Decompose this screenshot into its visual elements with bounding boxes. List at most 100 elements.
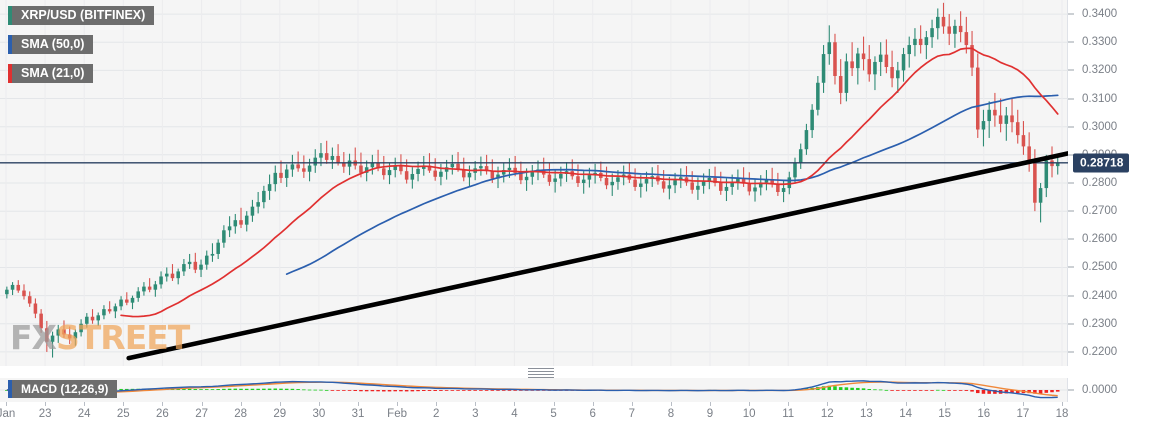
price-axis-label: 0.3200 <box>1082 64 1118 77</box>
legend-macd[interactable]: MACD (12,26,9) <box>8 380 118 398</box>
date-axis-tick <box>670 402 672 406</box>
date-axis-label: 9 <box>706 408 714 420</box>
price-axis-label: 0.2500 <box>1082 261 1118 274</box>
fxstreet-watermark: FXSTREET <box>10 318 190 357</box>
date-axis-tick <box>1062 402 1063 406</box>
macd-axis-label: 0.0000 <box>1082 384 1118 396</box>
date-axis-tick <box>436 402 438 406</box>
price-axis-tick <box>1068 126 1074 128</box>
price-axis-tick <box>1068 98 1074 100</box>
date-axis-tick <box>827 402 829 406</box>
price-chart-pane[interactable] <box>0 0 1068 366</box>
date-axis-tick <box>475 402 477 406</box>
legend-symbol-swatch <box>8 6 12 25</box>
current-price-badge[interactable]: 0.28718 <box>1073 153 1130 173</box>
price-axis-label: 0.2300 <box>1082 317 1118 330</box>
pane-separator <box>0 366 1068 378</box>
date-axis-tick <box>905 402 907 406</box>
date-axis-label: 8 <box>667 408 675 420</box>
date-axis-label: Jan <box>0 408 16 420</box>
date-axis-label: 3 <box>472 408 479 420</box>
legend-sma50-swatch <box>8 35 12 54</box>
date-axis[interactable]: Jan232425262728293031Feb2345678910111213… <box>0 402 1153 430</box>
date-axis-tick <box>983 402 985 406</box>
date-axis-label: 12 <box>820 408 834 420</box>
price-axis-tick <box>1068 13 1074 15</box>
date-axis-label: 24 <box>77 408 91 420</box>
date-axis-label: 30 <box>312 408 326 420</box>
price-axis-tick <box>1068 266 1074 268</box>
date-axis-label: 31 <box>351 408 365 420</box>
price-axis-label: 0.2600 <box>1082 233 1118 246</box>
legend-sma21[interactable]: SMA (21,0) <box>8 64 94 83</box>
date-axis-label: 26 <box>155 408 169 420</box>
watermark-street: STREET <box>56 318 190 357</box>
date-axis-label: 6 <box>589 408 596 420</box>
price-axis-label: 0.3300 <box>1082 36 1118 49</box>
price-axis-tick <box>1068 182 1074 184</box>
date-axis-tick <box>45 402 47 406</box>
price-axis-label: 0.3000 <box>1082 120 1118 133</box>
legend-macd-label: MACD (12,26,9) <box>12 380 118 398</box>
date-axis-label: 14 <box>899 408 912 420</box>
date-axis-tick <box>749 402 751 406</box>
price-axis-tick <box>1068 238 1074 240</box>
pane-resize-handle[interactable] <box>528 368 554 378</box>
date-axis-tick <box>1022 402 1024 406</box>
legend-symbol-label: XRP/USD (BITFINEX) <box>12 6 155 25</box>
date-axis-tick <box>866 402 868 406</box>
date-axis-label: 2 <box>432 408 440 420</box>
date-axis-tick <box>397 402 399 406</box>
date-axis-label: 15 <box>938 408 952 420</box>
date-axis-tick <box>318 402 320 406</box>
date-axis-tick <box>279 402 281 406</box>
date-axis-tick <box>514 402 516 406</box>
legend-symbol[interactable]: XRP/USD (BITFINEX) <box>8 6 155 25</box>
price-axis-label: 0.2700 <box>1082 205 1118 218</box>
date-axis-tick <box>123 402 125 406</box>
date-axis-label: 16 <box>977 408 991 420</box>
legend-sma21-label: SMA (21,0) <box>12 64 94 83</box>
price-axis-tick <box>1068 295 1074 297</box>
date-axis-label: 17 <box>1016 408 1030 420</box>
date-axis-label: 25 <box>116 408 130 420</box>
legend-sma21-swatch <box>8 64 12 83</box>
macd-axis[interactable]: 0.0000 <box>1068 378 1153 402</box>
date-axis-label: 10 <box>742 408 756 420</box>
date-axis-label: 4 <box>511 408 518 420</box>
date-axis-tick <box>944 402 946 406</box>
price-axis-label: 0.2800 <box>1082 177 1118 189</box>
date-axis-label: 23 <box>38 408 52 420</box>
price-axis-label: 0.3100 <box>1082 92 1118 105</box>
date-axis-label: 29 <box>273 408 287 420</box>
price-axis[interactable]: 0.34000.33000.32000.31000.30000.29000.28… <box>1068 0 1153 366</box>
date-axis-label: Feb <box>387 408 408 420</box>
date-axis-label: 18 <box>1055 408 1069 420</box>
legend-sma50[interactable]: SMA (50,0) <box>8 35 94 54</box>
date-axis-tick <box>201 402 203 406</box>
date-axis-tick <box>84 402 86 406</box>
date-axis-label: 7 <box>628 408 635 420</box>
price-axis-label: 0.2400 <box>1082 289 1118 302</box>
price-axis-tick <box>1068 41 1074 43</box>
legend-macd-swatch <box>8 380 12 398</box>
price-plot <box>0 2 1068 361</box>
date-axis-tick <box>162 402 164 406</box>
price-axis-tick <box>1068 323 1074 325</box>
date-axis-tick <box>592 402 594 406</box>
date-axis-label: 5 <box>550 408 557 420</box>
macd-axis-tick <box>1068 389 1074 391</box>
legend-sma50-label: SMA (50,0) <box>12 35 94 54</box>
price-axis-tick <box>1068 154 1074 156</box>
price-axis-tick <box>1068 351 1074 353</box>
date-axis-label: 27 <box>195 408 208 420</box>
price-axis-tick <box>1068 69 1074 71</box>
price-axis-label: 0.3400 <box>1082 8 1118 21</box>
macd-chart-pane[interactable] <box>0 378 1068 402</box>
date-axis-tick <box>631 402 633 406</box>
watermark-fx: FX <box>10 318 57 357</box>
date-axis-tick <box>240 402 242 406</box>
date-axis-tick <box>553 402 555 406</box>
date-axis-label: 13 <box>859 408 873 420</box>
